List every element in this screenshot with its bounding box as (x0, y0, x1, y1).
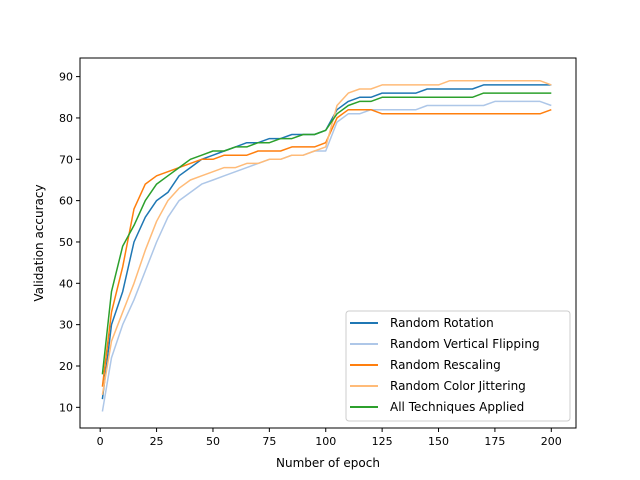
series-line-4 (101, 79, 552, 396)
plot-frame (79, 57, 577, 429)
x-tick-label: 50 (206, 435, 220, 448)
x-tick-label: 150 (428, 435, 449, 448)
y-tick-label: 70 (59, 153, 73, 166)
y-tick-label: 20 (59, 360, 73, 373)
x-tick-label: 25 (150, 435, 164, 448)
y-tick-label: 40 (59, 277, 73, 290)
series-line-2 (101, 100, 552, 412)
y-axis-ticks: 10 20 30 40 50 60 70 80 90 (59, 71, 80, 414)
x-tick-label: 100 (315, 435, 336, 448)
series-line-5 (101, 92, 552, 375)
y-tick-label: 80 (59, 112, 73, 125)
series-line-3 (101, 108, 552, 387)
legend-label-1: Random Rotation (390, 316, 494, 330)
x-tick-label: 125 (372, 435, 393, 448)
y-tick-label: 90 (59, 71, 73, 84)
y-tick-label: 50 (59, 236, 73, 249)
series-layer (101, 79, 552, 412)
legend-label-2: Random Vertical Flipping (390, 337, 540, 351)
legend: Random Rotation Random Vertical Flipping R… (345, 310, 571, 422)
legend-label-5: All Techniques Applied (390, 400, 524, 414)
x-axis-label: Number of epoch (276, 456, 380, 470)
x-tick-label: 75 (262, 435, 276, 448)
x-axis-ticks: 0 25 50 75 100 125 150 175 200 (97, 428, 562, 448)
legend-label-4: Random Color Jittering (390, 379, 526, 393)
x-tick-label: 175 (484, 435, 505, 448)
y-tick-label: 60 (59, 195, 73, 208)
legend-box (345, 310, 571, 422)
y-axis-label: Validation accuracy (32, 184, 46, 301)
y-tick-label: 30 (59, 319, 73, 332)
legend-label-3: Random Rescaling (390, 358, 501, 372)
y-tick-label: 10 (59, 401, 73, 414)
x-tick-label: 200 (541, 435, 562, 448)
x-tick-label: 0 (97, 435, 104, 448)
